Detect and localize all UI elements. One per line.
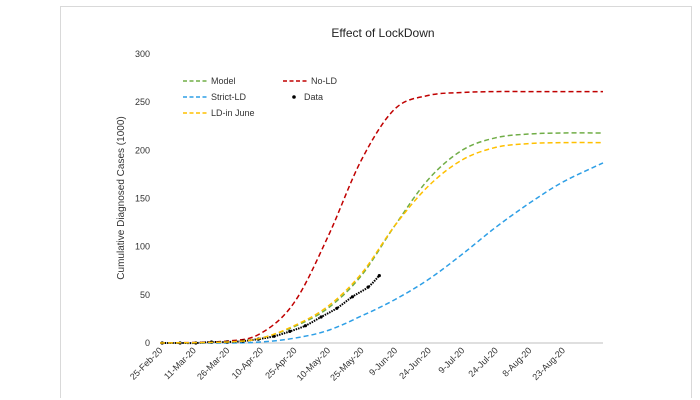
x-tick-label: 26-Mar-20 — [195, 345, 231, 381]
legend: Model No-LD Strict-LD Data LD-in June — [183, 76, 338, 118]
x-tick-label: 11-Mar-20 — [162, 345, 198, 381]
chart-frame — [60, 6, 692, 398]
legend-label: LD-in June — [211, 108, 255, 118]
y-tick-label: 200 — [135, 145, 150, 155]
y-tick-label: 150 — [135, 194, 150, 204]
series-strict-ld-line — [159, 162, 604, 344]
y-tick-label: 300 — [135, 49, 150, 59]
y-axis-label: Cumulative Diagnosed Cases (1000) — [116, 116, 127, 279]
y-tick-label: 50 — [140, 290, 150, 300]
data-trace — [162, 274, 381, 345]
x-tick-label: 23-Aug-20 — [530, 345, 567, 382]
x-axis-ticks: 25-Feb-2011-Mar-2026-Mar-2010-Apr-2025-A… — [128, 345, 567, 382]
x-tick-label: 9-Jun-20 — [367, 345, 399, 377]
legend-label: No-LD — [311, 76, 338, 86]
series-no-ld-line — [159, 90, 603, 344]
y-axis-ticks: 0 50 100 150 200 250 300 — [135, 49, 150, 348]
y-tick-label: 100 — [135, 242, 150, 252]
x-tick-label: 10-May-20 — [295, 345, 332, 382]
series-layer — [159, 90, 604, 345]
legend-label: Model — [211, 76, 236, 86]
series-ld-in-june-line — [159, 141, 604, 344]
y-tick-label: 0 — [145, 338, 150, 348]
legend-item-ld-in-june: LD-in June — [183, 108, 255, 118]
x-tick-label: 24-Jul-20 — [466, 345, 500, 379]
x-tick-label: 9-Jul-20 — [436, 345, 466, 375]
legend-item-model: Model — [183, 76, 236, 86]
legend-label: Strict-LD — [211, 92, 247, 102]
x-tick-label: 25-Feb-20 — [128, 345, 164, 381]
x-tick-label: 25-Apr-20 — [263, 345, 298, 380]
legend-item-strict-ld: Strict-LD — [183, 92, 247, 102]
x-tick-label: 8-Aug-20 — [500, 345, 533, 378]
legend-marker — [292, 95, 296, 99]
y-tick-label: 250 — [135, 97, 150, 107]
x-tick-label: 10-Apr-20 — [230, 345, 265, 380]
x-tick-label: 24-Jun-20 — [397, 345, 433, 381]
series-model-line — [159, 132, 604, 344]
legend-item-no-ld: No-LD — [283, 76, 338, 86]
x-tick-label: 25-May-20 — [328, 345, 365, 382]
chart-title: Effect of LockDown — [331, 26, 434, 40]
legend-label: Data — [304, 92, 323, 102]
series-data — [160, 274, 381, 345]
legend-item-data: Data — [292, 92, 323, 102]
